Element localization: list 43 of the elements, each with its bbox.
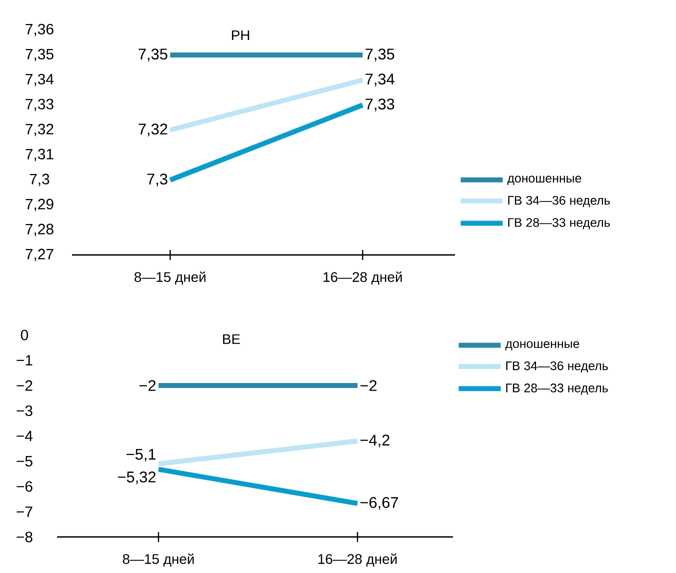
data-label: −5,1: [126, 448, 156, 462]
y-tick-label: 7,31: [26, 148, 54, 162]
y-tick-label: 7,29: [26, 198, 54, 212]
legend-label: ГВ 34—36 недель: [508, 196, 610, 208]
y-tick-label: −2: [16, 380, 32, 391]
x-tick-label: 8—15 дней: [122, 553, 194, 567]
y-tick-label: 7,35: [26, 48, 54, 62]
x-tick-label: 16—28 дней: [324, 272, 402, 285]
y-tick-label: −6: [16, 481, 32, 492]
y-tick-label: 7,27: [26, 248, 54, 262]
legend-label: ГВ 34—36 недель: [506, 361, 608, 373]
data-label: −2: [360, 380, 377, 391]
data-label: 7,35: [366, 48, 394, 62]
y-tick-label: 7,3: [30, 174, 50, 186]
y-tick-label: 7,34: [26, 74, 54, 86]
legend-label: ГВ 28—33 недель: [508, 218, 610, 230]
x-tick-label: 8—15 дней: [134, 272, 206, 285]
legend-label: ГВ 28—33 недель: [506, 384, 608, 395]
data-label: 7,35: [138, 48, 168, 62]
data-label: −4,2: [360, 434, 390, 448]
data-label: −5,32: [118, 472, 156, 484]
y-tick-label: 7,28: [26, 224, 54, 236]
legend-label: доношенные: [505, 341, 580, 350]
data-label: 7,3: [147, 174, 168, 186]
data-label: 7,32: [138, 124, 168, 136]
data-label: −2: [139, 380, 156, 391]
y-tick-label: −4: [16, 430, 33, 442]
data-label: 7,33: [366, 98, 394, 112]
chart-title: PH: [232, 30, 250, 40]
legend-label: доношенные: [507, 176, 582, 185]
y-tick-label: 0: [20, 330, 28, 340]
y-tick-label: −3: [16, 405, 32, 416]
y-tick-label: −1: [16, 355, 32, 366]
chart-title: BE: [223, 334, 240, 344]
y-tick-label: 7,36: [26, 24, 54, 36]
y-tick-label: −8: [16, 532, 32, 542]
y-tick-label: −5: [16, 456, 32, 466]
data-label: 7,34: [366, 74, 394, 86]
y-tick-label: 7,33: [26, 98, 54, 112]
data-label: −6,67: [360, 497, 398, 510]
y-tick-label: 7,32: [26, 124, 54, 136]
x-tick-label: 16—28 дней: [318, 553, 397, 567]
y-tick-label: −7: [16, 506, 32, 517]
